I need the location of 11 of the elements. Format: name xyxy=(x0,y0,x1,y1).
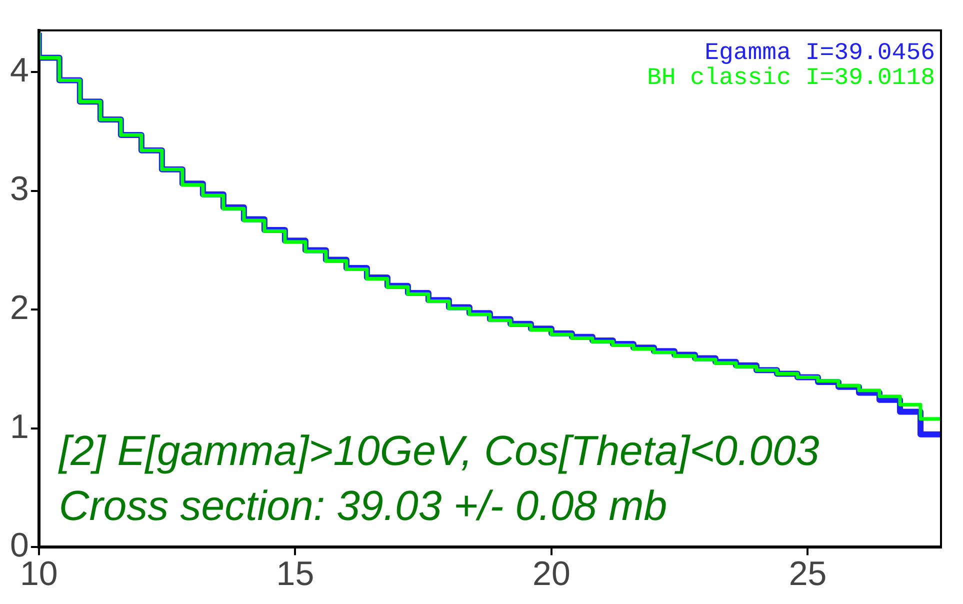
x-tick-label: 15 xyxy=(276,554,314,593)
annotation: Cross section: 39.03 +/- 0.08 mb xyxy=(58,482,668,530)
text: BH classic I=39.0118 xyxy=(646,64,935,92)
text: Egamma I=39.0456 xyxy=(704,40,935,67)
y-tick-label: 1 xyxy=(10,408,29,446)
x-tick-label: 20 xyxy=(532,554,570,593)
y-tick-label: 2 xyxy=(10,288,29,327)
annotation: [2] E[gamma]>10GeV, Cos[Theta]<0.003 xyxy=(58,427,820,474)
y-tick-label: 4 xyxy=(10,51,29,90)
y-tick-label: 3 xyxy=(10,170,29,208)
x-tick-label: 25 xyxy=(788,554,827,593)
